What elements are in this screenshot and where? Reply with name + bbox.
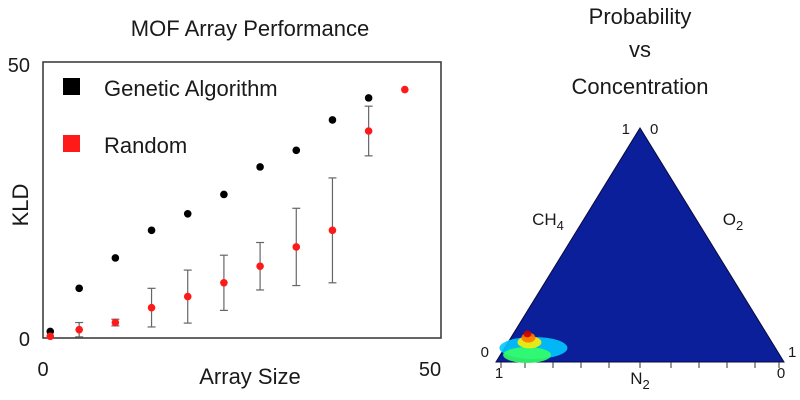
hotspot-layer	[499, 330, 568, 363]
ternary-triangle	[495, 127, 785, 363]
corner-label-right: 1	[788, 344, 796, 361]
genetic-algorithm-point	[183, 210, 192, 218]
axis-label-ch4: CH4	[532, 210, 564, 233]
ternary-title-line-1: Probability	[589, 4, 692, 29]
genetic-algorithm-point	[292, 146, 301, 155]
random-point	[220, 279, 228, 287]
ternary-title-line-2: vs	[629, 37, 651, 62]
hotspot-contour	[503, 346, 552, 363]
data-marks	[46, 85, 409, 341]
genetic-algorithm-point	[147, 226, 156, 235]
y-axis-label: KLD	[8, 184, 33, 227]
genetic-algorithm-point	[75, 284, 83, 293]
ternary-title-line-3: Concentration	[572, 74, 709, 99]
random-point	[256, 262, 264, 271]
random-point	[46, 332, 55, 341]
genetic-algorithm-point	[111, 254, 120, 262]
axis-label-o2: O2	[723, 210, 743, 233]
x-tick-right: 50	[419, 359, 441, 381]
legend-swatch-random	[63, 135, 80, 152]
random-point	[147, 303, 156, 312]
x-axis-label: Array Size	[199, 364, 300, 389]
kld-scatter-chart: MOF Array Performance 50 0 0 50 Array Si…	[8, 16, 442, 389]
genetic-algorithm-point	[220, 190, 228, 199]
corner-label-left: 0	[481, 344, 489, 361]
genetic-algorithm-point	[328, 116, 337, 124]
genetic-algorithm-point	[364, 94, 373, 102]
genetic-algorithm-point	[256, 163, 264, 171]
corner-label-bottom-right: 0	[777, 365, 785, 382]
random-point	[183, 292, 192, 301]
legend-label-random: Random	[104, 133, 187, 158]
x-tick-left: 0	[37, 359, 48, 381]
ternary-heatmap: Probability vs Concentration 1 0 0 1 1 0…	[481, 4, 797, 392]
plot-frame	[42, 61, 442, 339]
corner-label-top-left: 1	[622, 121, 630, 138]
random-point	[328, 226, 337, 235]
y-tick-bottom: 0	[19, 329, 30, 351]
chart-title: MOF Array Performance	[131, 16, 369, 41]
random-point	[75, 325, 83, 334]
random-point	[364, 127, 373, 135]
corner-label-top-right: 0	[650, 121, 658, 138]
hotspot-contour	[523, 330, 532, 338]
corner-label-bottom-left: 1	[495, 365, 503, 382]
legend-swatch-genetic	[63, 78, 80, 95]
axis-label-n2: N2	[630, 369, 650, 392]
legend-label-genetic: Genetic Algorithm	[104, 76, 278, 101]
random-point	[292, 243, 301, 251]
random-point	[401, 85, 409, 94]
random-point	[111, 318, 120, 327]
y-tick-top: 50	[8, 55, 30, 77]
